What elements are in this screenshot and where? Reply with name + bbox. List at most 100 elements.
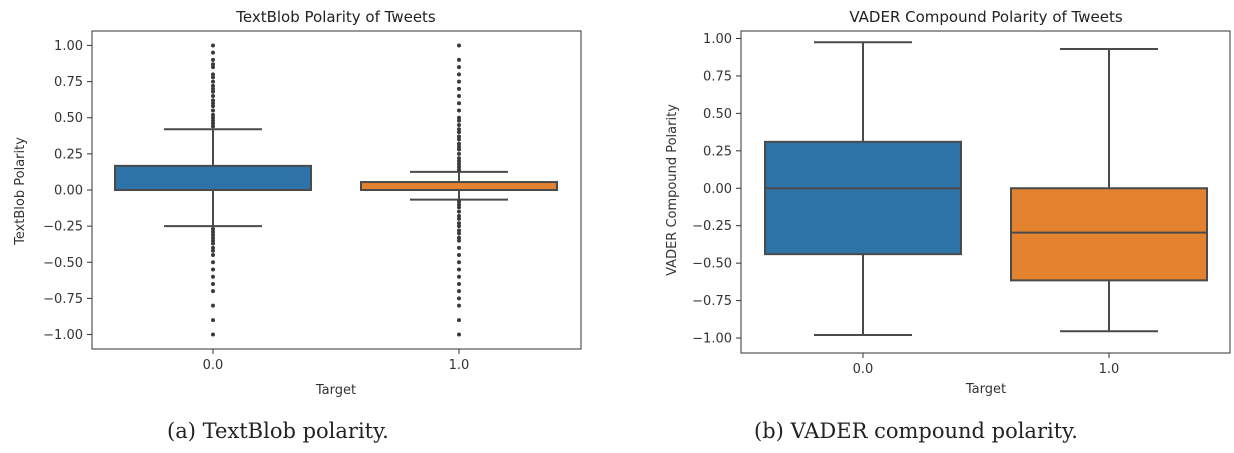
outlier-point bbox=[211, 72, 215, 77]
outlier-point bbox=[211, 94, 215, 99]
outlier-point bbox=[457, 289, 461, 294]
y-tick-label: −0.50 bbox=[692, 257, 732, 272]
outlier-point bbox=[457, 144, 461, 149]
outlier-point bbox=[457, 72, 461, 77]
outlier-point bbox=[457, 303, 461, 308]
y-tick-label: 0.25 bbox=[703, 144, 732, 159]
outlier-point bbox=[211, 115, 215, 120]
outlier-point bbox=[211, 86, 215, 91]
outlier-point bbox=[211, 43, 215, 48]
x-axis-label: Target bbox=[315, 383, 356, 398]
outlier-point bbox=[211, 245, 215, 250]
outlier-point bbox=[211, 121, 215, 126]
outlier-point bbox=[211, 112, 215, 117]
outlier-point bbox=[211, 124, 215, 129]
outlier-point bbox=[457, 205, 461, 210]
chart-title: VADER Compound Polarity of Tweets bbox=[849, 8, 1122, 26]
y-tick-label: 0.50 bbox=[54, 111, 83, 126]
outlier-point bbox=[211, 248, 215, 253]
outlier-point bbox=[211, 332, 215, 337]
box-1.0 bbox=[1010, 187, 1208, 282]
outlier-point bbox=[211, 118, 215, 123]
outlier-point bbox=[457, 221, 461, 226]
outlier-point bbox=[211, 227, 215, 232]
outlier-point bbox=[457, 274, 461, 279]
y-tick-label: −0.75 bbox=[692, 294, 732, 309]
y-tick-label: 0.00 bbox=[703, 182, 732, 197]
outlier-point bbox=[211, 101, 215, 106]
outlier-point bbox=[457, 118, 461, 123]
outlier-point bbox=[457, 216, 461, 221]
outlier-point bbox=[211, 75, 215, 80]
boxes bbox=[764, 41, 1208, 337]
outlier-point bbox=[457, 86, 461, 91]
vader-chart: VADER Compound Polarity of Tweets VADER … bbox=[665, 8, 1231, 397]
outlier-point bbox=[211, 229, 215, 234]
outlier-point bbox=[457, 161, 461, 166]
outlier-point bbox=[457, 79, 461, 84]
y-tick-label: −1.00 bbox=[692, 332, 732, 347]
x-tick-label: 0.0 bbox=[853, 362, 874, 377]
outlier-point bbox=[457, 137, 461, 142]
outlier-point bbox=[457, 108, 461, 113]
y-tick-label: 0.50 bbox=[703, 107, 732, 122]
outlier-point bbox=[457, 43, 461, 48]
y-tick-label: 1.00 bbox=[703, 32, 732, 47]
outlier-point bbox=[457, 156, 461, 161]
outlier-point bbox=[457, 228, 461, 233]
outlier-point bbox=[211, 281, 215, 286]
outlier-point bbox=[457, 199, 461, 204]
outlier-point bbox=[457, 151, 461, 156]
y-ticks: 1.00 0.75 0.50 0.25 0.00 −0.25 −0.50 −0.75 −1.00 bbox=[43, 39, 92, 343]
outlier-point bbox=[457, 134, 461, 139]
outlier-point bbox=[211, 89, 215, 94]
outlier-point bbox=[457, 65, 461, 70]
outlier-point bbox=[211, 253, 215, 258]
outlier-point bbox=[211, 65, 215, 70]
boxes bbox=[114, 43, 558, 337]
outlier-point bbox=[457, 260, 461, 265]
outlier-point bbox=[457, 281, 461, 286]
outlier-point bbox=[211, 98, 215, 103]
chart-title: TextBlob Polarity of Tweets bbox=[235, 8, 436, 26]
outlier-point bbox=[457, 130, 461, 135]
outlier-point bbox=[457, 159, 461, 164]
outlier-point bbox=[457, 147, 461, 152]
outlier-point bbox=[457, 141, 461, 146]
plot-frame bbox=[740, 30, 1231, 354]
outlier-point bbox=[457, 224, 461, 229]
y-axis-label: VADER Compound Polarity bbox=[665, 104, 680, 276]
y-tick-label: 0.75 bbox=[54, 75, 83, 90]
outlier-point bbox=[457, 296, 461, 301]
y-tick-label: 0.25 bbox=[54, 147, 83, 162]
y-tick-label: 0.75 bbox=[703, 69, 732, 84]
textblob-chart: TextBlob Polarity of Tweets TextBlob Pol… bbox=[13, 8, 582, 398]
box-0.0 bbox=[764, 140, 962, 256]
outlier-point bbox=[457, 127, 461, 132]
outlier-point bbox=[457, 164, 461, 169]
y-tick-label: −0.25 bbox=[692, 219, 732, 234]
outlier-point bbox=[211, 267, 215, 272]
outlier-point bbox=[211, 232, 215, 237]
outlier-point bbox=[211, 62, 215, 67]
y-tick-label: −0.25 bbox=[43, 220, 83, 235]
x-ticks: 0.0 1.0 bbox=[853, 353, 1120, 377]
outlier-point bbox=[211, 57, 215, 62]
outlier-point bbox=[457, 332, 461, 337]
outlier-point bbox=[211, 108, 215, 113]
outlier-point bbox=[457, 101, 461, 106]
outlier-point bbox=[457, 231, 461, 236]
outlier-point bbox=[457, 94, 461, 99]
y-axis-label: TextBlob Polarity bbox=[13, 137, 28, 246]
y-tick-label: 0.00 bbox=[54, 184, 83, 199]
y-tick-label: 1.00 bbox=[54, 39, 83, 54]
outlier-point bbox=[457, 202, 461, 207]
outlier-point bbox=[457, 57, 461, 62]
outlier-point bbox=[211, 303, 215, 308]
y-tick-label: −0.50 bbox=[43, 256, 83, 271]
outlier-point bbox=[211, 289, 215, 294]
outlier-point bbox=[457, 267, 461, 272]
x-tick-label: 1.0 bbox=[1099, 362, 1120, 377]
outlier-point bbox=[457, 238, 461, 243]
